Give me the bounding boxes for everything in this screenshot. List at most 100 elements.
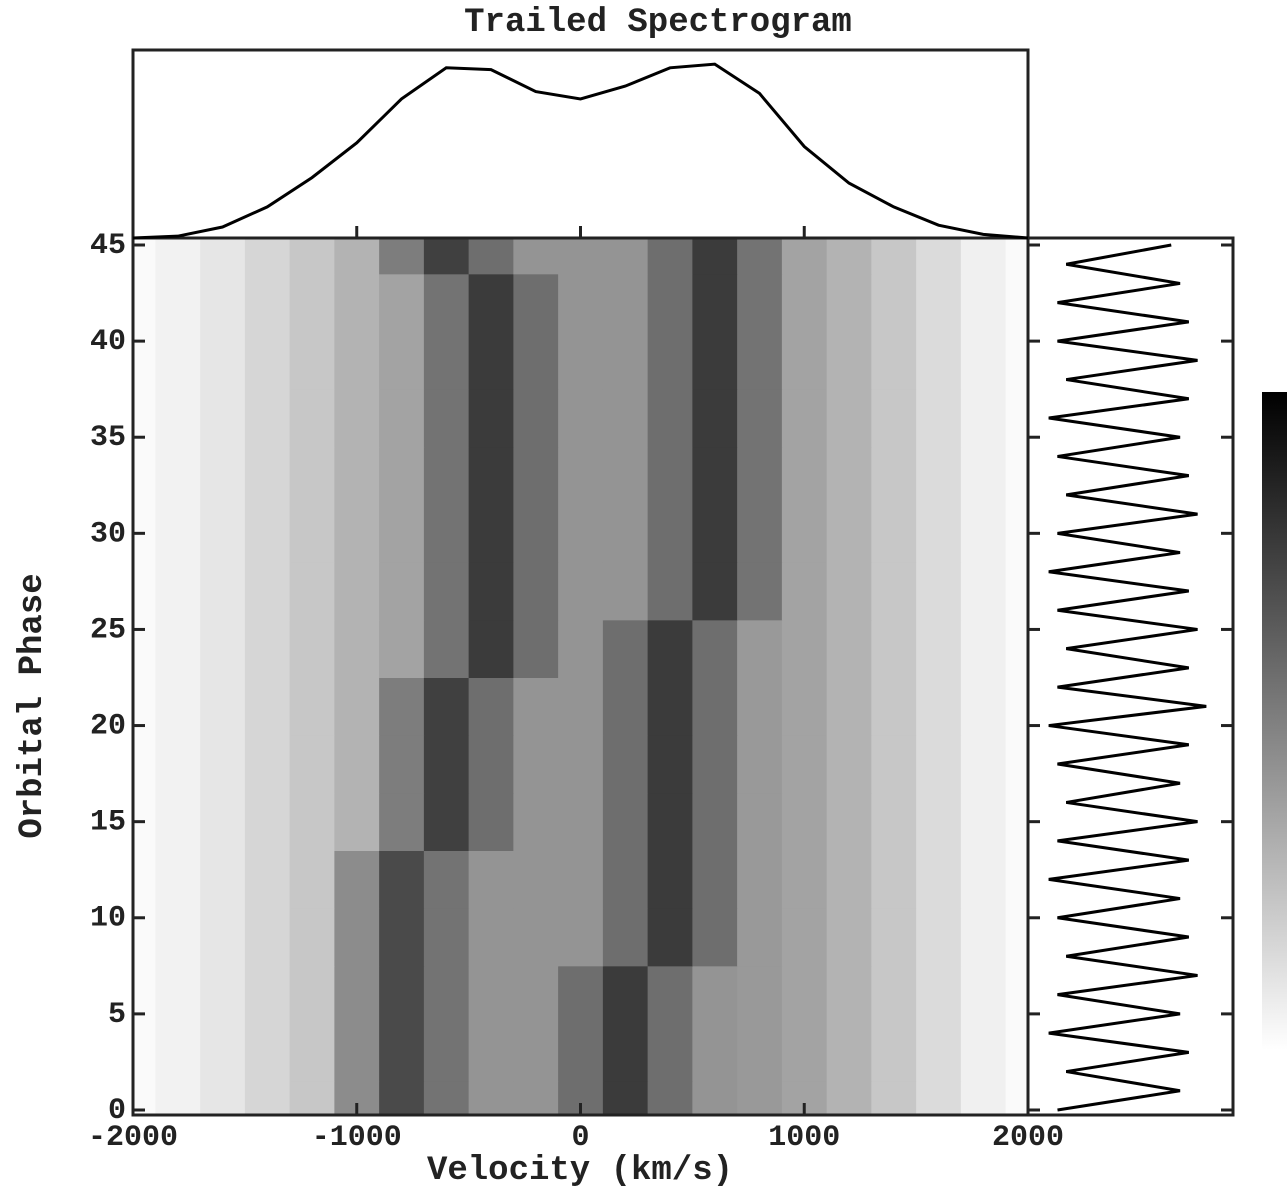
heat-cell	[602, 446, 649, 505]
heat-cell	[513, 1081, 559, 1115]
heat-cell	[513, 331, 559, 390]
heat-cell	[244, 1081, 291, 1115]
heat-cell	[513, 908, 559, 967]
heat-cell	[244, 1023, 291, 1082]
heat-cell	[960, 619, 1007, 678]
heat-cell	[379, 504, 425, 563]
heat-cell	[1005, 1023, 1028, 1082]
heat-cell	[602, 677, 649, 736]
heat-cell	[826, 850, 872, 909]
heat-cell	[289, 238, 335, 275]
heat-cell	[781, 792, 828, 851]
heat-cell	[133, 619, 156, 678]
heat-cell	[244, 850, 291, 909]
heat-cell	[826, 504, 872, 563]
heat-cell	[423, 1081, 470, 1115]
heat-cell	[423, 1023, 470, 1082]
heat-cell	[155, 273, 201, 332]
heat-cell	[602, 965, 649, 1024]
heat-cell	[423, 331, 470, 390]
y-tick-label: 10	[90, 902, 126, 936]
heat-cell	[513, 389, 559, 448]
heat-cell	[289, 908, 335, 967]
heat-cell	[244, 619, 291, 678]
heat-cell	[558, 562, 604, 621]
heat-cell	[289, 619, 335, 678]
heat-cell	[826, 619, 872, 678]
heat-cell	[155, 619, 201, 678]
heat-cell	[916, 331, 962, 390]
heat-cell	[871, 504, 917, 563]
heat-cell	[1005, 1081, 1028, 1115]
heat-cell	[737, 389, 783, 448]
heat-cell	[289, 331, 335, 390]
heat-cell	[379, 1023, 425, 1082]
heat-cell	[781, 446, 828, 505]
heat-cell	[244, 273, 291, 332]
heat-cell	[916, 735, 962, 794]
heat-cell	[558, 619, 604, 678]
heat-cell	[244, 792, 291, 851]
heat-cell	[692, 504, 738, 563]
heat-cell	[871, 792, 917, 851]
heat-cell	[200, 1023, 246, 1082]
heat-cell	[423, 562, 470, 621]
heat-cell	[781, 619, 828, 678]
heat-cell	[513, 238, 559, 275]
heat-cell	[155, 504, 201, 563]
heat-cell	[155, 1081, 201, 1115]
heat-cell	[379, 238, 425, 275]
heat-cell	[1005, 273, 1028, 332]
heat-cell	[133, 331, 156, 390]
heat-cell	[244, 389, 291, 448]
mean-profile	[132, 62, 1029, 240]
heat-cell	[916, 1081, 962, 1115]
heat-cell	[289, 389, 335, 448]
heat-cell	[781, 908, 828, 967]
heat-cell	[244, 331, 291, 390]
heat-cell	[558, 504, 604, 563]
heat-cell	[558, 238, 604, 275]
heat-cell	[692, 619, 738, 678]
heat-cell	[647, 619, 693, 678]
heat-cell	[200, 273, 246, 332]
heat-cell	[133, 908, 156, 967]
heat-cell	[871, 562, 917, 621]
heat-cell	[468, 792, 514, 851]
heat-cell	[826, 1081, 872, 1115]
heat-cell	[647, 389, 693, 448]
heat-cell	[558, 735, 604, 794]
heat-cell	[692, 331, 738, 390]
heat-cell	[155, 389, 201, 448]
heat-cell	[423, 735, 470, 794]
heat-cell	[647, 446, 693, 505]
heat-cell	[647, 735, 693, 794]
heat-cell	[468, 1023, 514, 1082]
heat-cell	[1005, 908, 1028, 967]
heat-cell	[468, 273, 514, 332]
heat-cell	[423, 792, 470, 851]
heat-cell	[602, 1023, 649, 1082]
heat-cell	[692, 908, 738, 967]
heat-cell	[602, 792, 649, 851]
heat-cell	[871, 677, 917, 736]
heat-cell	[781, 504, 828, 563]
heat-cell	[379, 965, 425, 1024]
heat-cell	[468, 735, 514, 794]
heat-cell	[334, 389, 380, 448]
heat-cell	[960, 908, 1007, 967]
heat-cell	[334, 677, 380, 736]
heat-cell	[334, 331, 380, 390]
heat-cell	[200, 446, 246, 505]
heat-cell	[602, 1081, 649, 1115]
heat-cell	[244, 677, 291, 736]
heat-cell	[468, 504, 514, 563]
heat-cell	[960, 273, 1007, 332]
heat-cell	[133, 238, 156, 275]
heat-cell	[334, 965, 380, 1024]
heat-cell	[960, 504, 1007, 563]
heat-cell	[781, 850, 828, 909]
heat-cell	[871, 389, 917, 448]
heat-cell	[379, 446, 425, 505]
heat-cell	[423, 273, 470, 332]
